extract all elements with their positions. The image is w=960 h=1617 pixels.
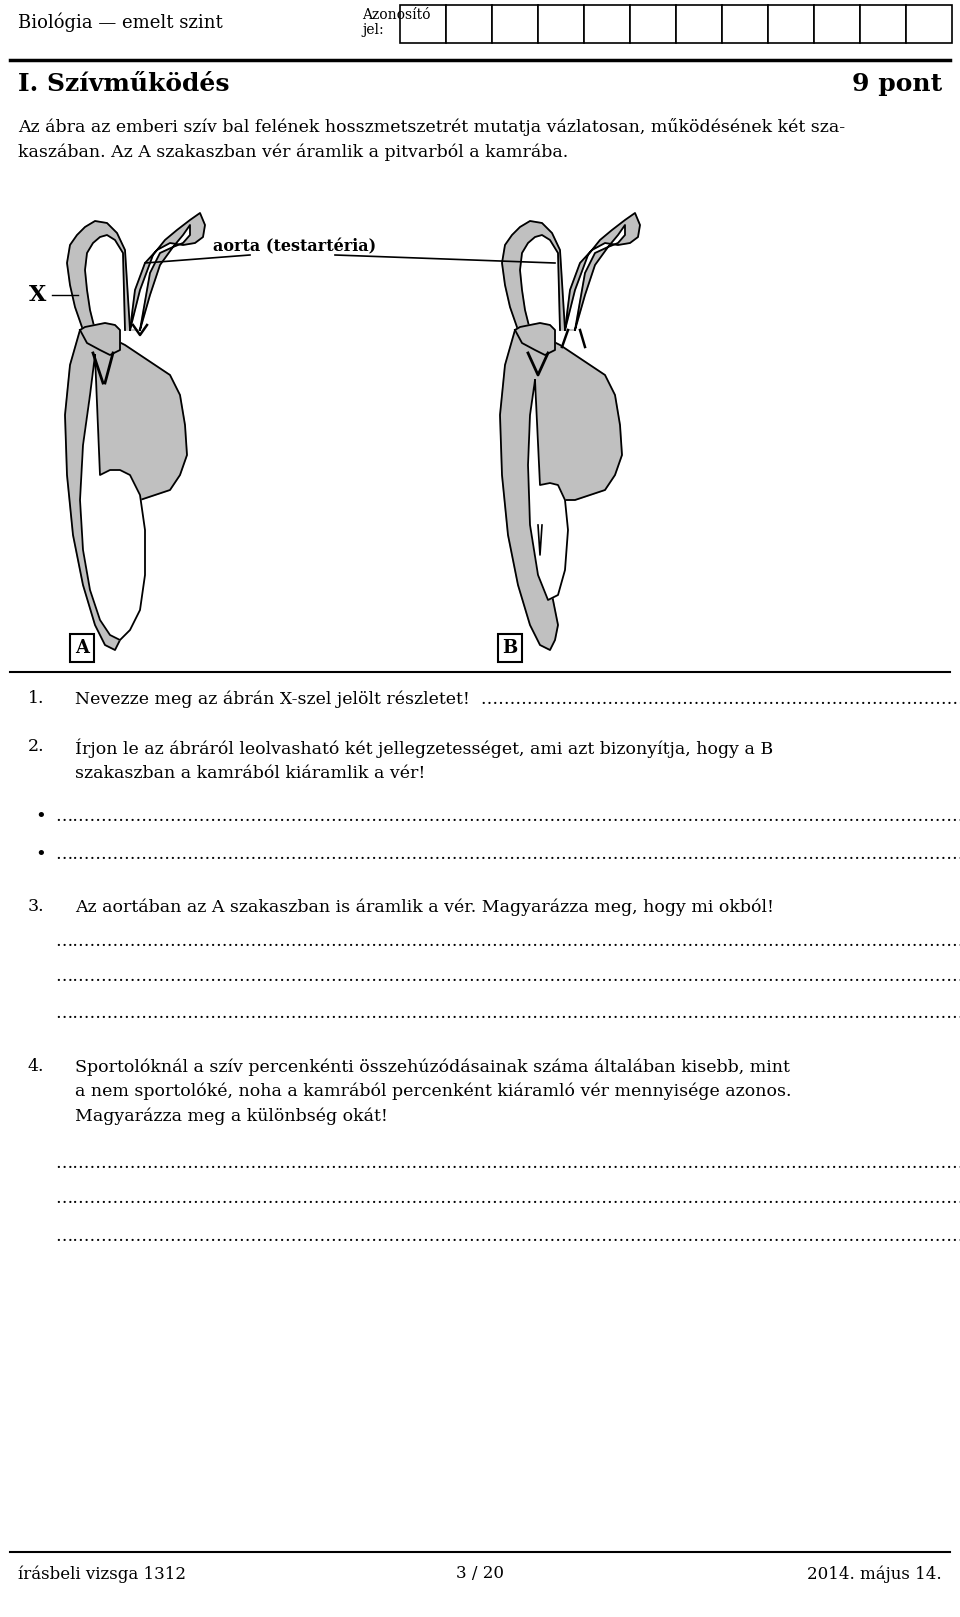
Bar: [538, 5, 584, 44]
Text: X: X: [30, 285, 47, 306]
Polygon shape: [130, 213, 205, 330]
Text: •: •: [35, 846, 46, 863]
Text: 9 pont: 9 pont: [852, 73, 942, 95]
Polygon shape: [67, 222, 130, 330]
Polygon shape: [80, 323, 120, 356]
Text: Sportolóknál a szív percenkénti összehúzódásainak száma általában kisebb, mint
a: Sportolóknál a szív percenkénti összehúz…: [75, 1058, 791, 1125]
Text: 1.: 1.: [28, 690, 44, 707]
Bar: [814, 5, 860, 44]
Bar: [630, 5, 676, 44]
Text: Az ábra az emberi szív bal felének hosszmetszetrét mutatja vázlatosan, működésén: Az ábra az emberi szív bal felének hossz…: [18, 118, 845, 162]
Polygon shape: [565, 213, 640, 330]
Polygon shape: [528, 380, 568, 600]
Text: A: A: [75, 639, 89, 657]
Polygon shape: [502, 222, 565, 330]
Text: 4.: 4.: [28, 1058, 44, 1075]
Bar: [446, 5, 492, 44]
Text: ……………………………………………………………………………………………………………………………………………………………………………………………………………………: ……………………………………………………………………………………………………………: [55, 969, 960, 985]
Bar: [906, 5, 952, 44]
Text: Biológia — emelt szint: Biológia — emelt szint: [18, 11, 223, 31]
Polygon shape: [80, 356, 145, 640]
Text: Az aortában az A szakaszban is áramlik a vér. Magyarázza meg, hogy mi okból!: Az aortában az A szakaszban is áramlik a…: [75, 897, 774, 915]
Text: ……………………………………………………………………………………………………………………………………………………………………………………………………………………: ……………………………………………………………………………………………………………: [55, 933, 960, 951]
Text: ……………………………………………………………………………………………………………………………………………………………………………………………………………………: ……………………………………………………………………………………………………………: [55, 1006, 960, 1022]
Text: •: •: [35, 808, 46, 826]
Text: ……………………………………………………………………………………………………………………………………………………………………………………………………………………: ……………………………………………………………………………………………………………: [55, 846, 960, 863]
Bar: [676, 5, 722, 44]
Bar: [400, 5, 446, 44]
Polygon shape: [500, 330, 622, 650]
Text: ……………………………………………………………………………………………………………………………………………………………………………………………………………………: ……………………………………………………………………………………………………………: [55, 808, 960, 825]
Polygon shape: [65, 330, 187, 650]
Text: írásbeli vizsga 1312: írásbeli vizsga 1312: [18, 1565, 186, 1583]
Text: 2.: 2.: [28, 737, 44, 755]
Text: 2014. május 14.: 2014. május 14.: [807, 1565, 942, 1583]
Text: aorta (testartéria): aorta (testartéria): [213, 238, 376, 255]
Text: ……………………………………………………………………………………………………………………………………………………………………………………………………………………: ……………………………………………………………………………………………………………: [55, 1190, 960, 1206]
Text: 3.: 3.: [28, 897, 44, 915]
Bar: [492, 5, 538, 44]
Text: 3 / 20: 3 / 20: [456, 1565, 504, 1581]
Text: jel:: jel:: [362, 23, 384, 37]
Text: Nevezze meg az ábrán X-szel jelölt részletet!  ………………………………………………………………………………………: Nevezze meg az ábrán X-szel jelölt részl…: [75, 690, 960, 708]
Bar: [722, 5, 768, 44]
Polygon shape: [515, 323, 555, 356]
Text: Írjon le az ábráról leolvasható két jellegzetességet, ami azt bizonyítja, hogy a: Írjon le az ábráról leolvasható két jell…: [75, 737, 773, 781]
Text: Azonosító: Azonosító: [362, 8, 430, 23]
Text: I. Szívműködés: I. Szívműködés: [18, 73, 229, 95]
Text: ……………………………………………………………………………………………………………………………………………………………………………………………………………………: ……………………………………………………………………………………………………………: [55, 1227, 960, 1245]
Bar: [584, 5, 630, 44]
Bar: [860, 5, 906, 44]
Text: B: B: [502, 639, 517, 657]
Bar: [768, 5, 814, 44]
Text: ……………………………………………………………………………………………………………………………………………………………………………………………………………………: ……………………………………………………………………………………………………………: [55, 1155, 960, 1172]
